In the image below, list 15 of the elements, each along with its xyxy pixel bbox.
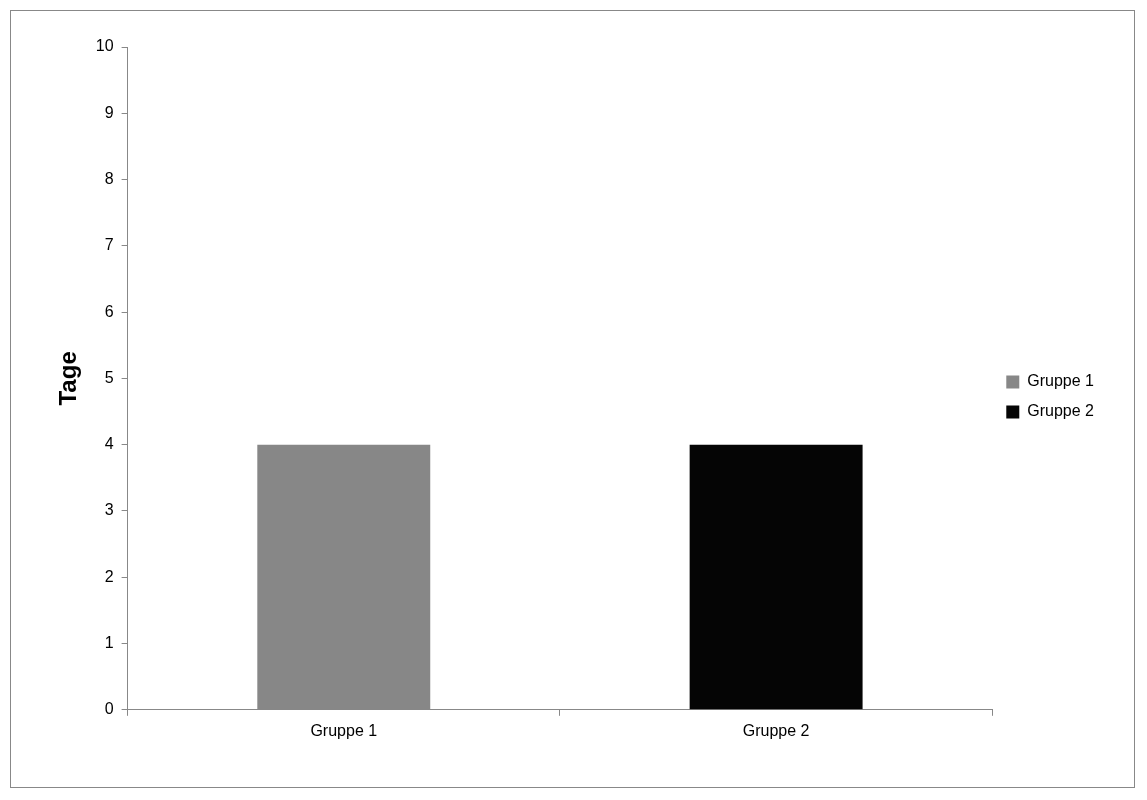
- chart-frame: Tage Gruppe 1 Gruppe 2 Gruppe 1 Gruppe 2 0 1 2 3 4 5 6 7 8 9 10: [10, 10, 1135, 788]
- y-tick-label: 0: [104, 700, 114, 718]
- y-tick-label: 6: [104, 302, 114, 320]
- y-axis-title: Tage: [54, 351, 82, 406]
- y-tick-label: 1: [104, 633, 114, 651]
- y-tick-label: 7: [104, 236, 114, 254]
- y-tick-label: 10: [95, 37, 114, 55]
- legend-label: Gruppe 2: [1027, 402, 1095, 420]
- y-tick-label: 8: [104, 169, 114, 187]
- y-tick-label: 3: [104, 501, 114, 519]
- y-tick-label: 2: [104, 567, 114, 585]
- y-tick-label: 9: [104, 103, 114, 121]
- y-tick-label: 5: [104, 368, 114, 386]
- legend-label: Gruppe 1: [1027, 372, 1095, 390]
- y-tick-label: 4: [104, 435, 114, 453]
